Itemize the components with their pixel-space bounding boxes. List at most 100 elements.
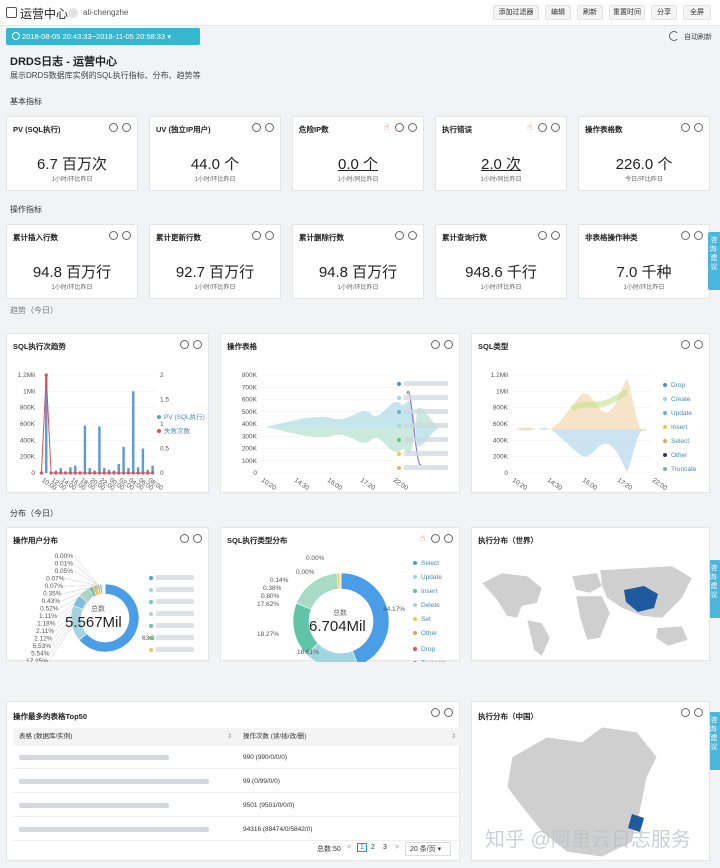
point[interactable] [92,471,97,475]
clock-icon[interactable] [193,534,202,543]
bar[interactable] [88,468,91,473]
page-3[interactable]: 3 [383,844,387,851]
page-size-select[interactable]: 20 条/页 ▾ [405,842,451,856]
point[interactable] [88,471,92,475]
zoom-icon[interactable] [252,123,261,132]
legend-label[interactable]: Insert [671,424,687,431]
clock-icon[interactable] [408,231,417,240]
column-header-ops[interactable]: 操作次数 (读/插/改/删) [243,733,307,740]
point[interactable] [121,471,126,475]
point[interactable] [136,471,140,475]
legend-label[interactable]: Truncate [671,466,697,473]
point[interactable] [131,471,135,475]
zoom-icon[interactable] [431,340,440,349]
point[interactable] [107,471,111,475]
bar[interactable] [151,465,154,473]
zoom-icon[interactable] [681,123,690,132]
legend-label[interactable]: Other [671,452,688,459]
point[interactable] [83,471,87,475]
zhejiang-region[interactable] [628,814,644,832]
zoom-icon[interactable] [109,123,118,132]
add-filter-button[interactable]: 添加过滤器 [493,5,539,20]
bar[interactable] [59,468,62,473]
clock-icon[interactable] [694,231,703,240]
clock-icon[interactable] [694,123,703,132]
legend-label[interactable]: Drop [421,646,435,653]
bar[interactable] [74,465,77,473]
bar[interactable] [136,467,140,473]
feedback-tab[interactable]: 咨询·建议 [708,560,720,618]
pie-slice[interactable] [78,583,140,653]
legend-label[interactable]: Update [671,410,692,417]
bar[interactable] [83,425,87,473]
bar[interactable] [103,468,106,473]
zoom-icon[interactable] [109,231,118,240]
point[interactable] [78,471,82,475]
zoom-icon[interactable] [431,534,440,543]
bar[interactable] [117,464,120,473]
auto-refresh-label[interactable]: 自动刷新 [684,34,712,41]
zoom-icon[interactable] [681,708,690,717]
table-row[interactable]: 99 (0/99/0/0) [13,770,463,793]
legend-label[interactable]: Other [421,630,438,637]
kpi-value[interactable]: 2.0 次 [480,156,522,173]
clock-icon[interactable] [122,123,131,132]
table-row[interactable]: 94316 (88474/0/5842/0) [13,818,463,841]
clock-icon[interactable] [444,708,453,717]
column-header-table[interactable]: 表格 (数据库/实例) [19,733,73,740]
legend-label[interactable]: Select [671,438,689,445]
table-row[interactable]: 9501 (9501/0/0/0) [13,794,463,817]
zoom-icon[interactable] [431,708,440,717]
clock-icon[interactable] [694,340,703,349]
point[interactable] [59,471,63,475]
bar[interactable] [146,469,149,473]
pie-slice[interactable] [296,572,339,610]
zoom-icon[interactable] [538,123,547,132]
page-2[interactable]: 2 [371,844,375,851]
avatar[interactable] [68,8,78,18]
bar[interactable] [127,468,130,473]
point[interactable] [44,373,48,377]
share-button[interactable]: 分享 [651,5,677,20]
legend-label[interactable]: Delete [421,602,440,609]
point[interactable] [49,471,53,475]
table-row[interactable]: 990 (990/0/0/0) [13,746,463,769]
point[interactable] [63,471,68,475]
point[interactable] [39,471,44,475]
bar[interactable] [69,467,72,473]
legend-label[interactable]: PV (SQL执行) [164,412,205,421]
clock-icon[interactable] [551,123,560,132]
point[interactable] [54,471,58,475]
legend-label[interactable]: Select [421,560,439,567]
zoom-icon[interactable] [681,231,690,240]
clock-icon[interactable] [551,231,560,240]
point[interactable] [112,471,116,475]
bar[interactable] [141,448,145,474]
zoom-icon[interactable] [395,231,404,240]
point[interactable] [126,471,131,475]
point[interactable] [102,471,106,475]
sort-icon[interactable]: ⇕ [451,733,457,740]
point[interactable] [117,471,121,475]
page-1[interactable]: 1 [357,843,367,852]
legend-label[interactable]: Truncate [421,660,447,662]
hand-icon[interactable]: ☝ [383,122,390,132]
point[interactable] [73,471,77,475]
clock-icon[interactable] [408,123,417,132]
zoom-icon[interactable] [681,340,690,349]
bar[interactable] [132,391,135,473]
zoom-icon[interactable] [180,340,189,349]
feedback-tab[interactable]: 咨询·建议 [708,712,720,770]
hand-icon[interactable]: ☝ [526,122,533,132]
zoom-icon[interactable] [252,231,261,240]
point[interactable] [150,471,155,475]
legend-label[interactable]: Drop [671,382,685,389]
zoom-icon[interactable] [538,231,547,240]
bar[interactable] [122,446,125,473]
legend-label[interactable]: Insert [421,588,437,595]
edit-button[interactable]: 编辑 [545,5,571,20]
time-range-picker[interactable]: 2018-08-05 20:43:33~2018-11-05 20:58:33 … [6,28,200,45]
sort-icon[interactable]: ⇕ [227,733,233,740]
refresh-button[interactable]: 刷新 [577,5,603,20]
pie-slice[interactable] [340,572,390,662]
